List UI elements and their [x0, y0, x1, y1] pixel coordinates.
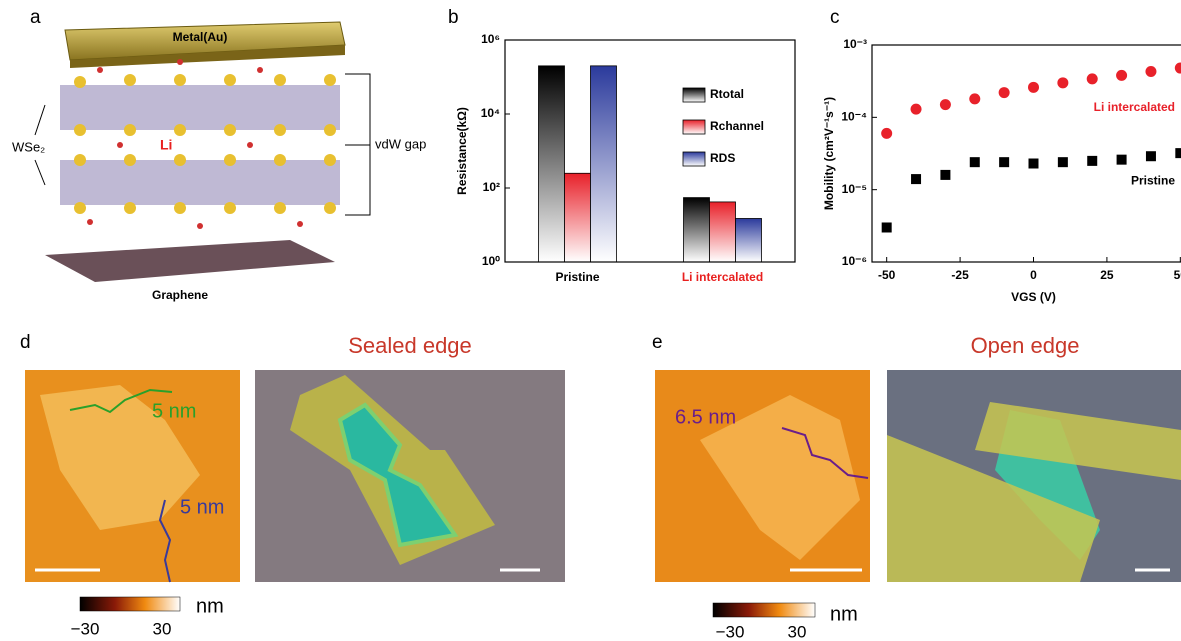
marker — [1057, 77, 1069, 89]
panel-title: Open edge — [971, 333, 1080, 358]
y-axis-label: Resistance(kΩ) — [455, 107, 469, 195]
marker — [1175, 148, 1181, 159]
marker — [1116, 154, 1127, 165]
colorbar-tick: 30 — [153, 619, 172, 638]
legend-label: Rtotal — [710, 87, 744, 101]
marker — [881, 127, 893, 139]
schematic — [34, 21, 371, 282]
legend-label: Rchannel — [710, 119, 764, 133]
marker — [999, 157, 1010, 168]
y-tick-label: 10⁻⁵ — [842, 182, 867, 196]
flake — [337, 402, 459, 548]
marker — [1116, 69, 1128, 81]
colorbar-unit: nm — [830, 603, 858, 625]
marker — [939, 99, 951, 111]
marker — [911, 174, 922, 185]
legend-swatch — [682, 151, 706, 167]
plot-frame — [504, 39, 796, 263]
x-tick-label: 0 — [1030, 268, 1037, 282]
panel-label: d — [20, 332, 31, 353]
y-tick-label: 10⁻⁴ — [841, 110, 867, 124]
legend-swatch — [682, 119, 706, 135]
bar — [590, 65, 617, 263]
electrode — [887, 435, 1100, 582]
panel-label: b — [448, 7, 459, 28]
marker — [1086, 73, 1098, 85]
marker — [1087, 155, 1098, 166]
x-tick-label: -25 — [951, 268, 969, 282]
bar — [538, 65, 565, 263]
step-label: 6.5 nm — [675, 406, 736, 428]
y-tick-label: 10⁰ — [482, 254, 500, 268]
label: Li — [160, 137, 172, 153]
panel-title: Sealed edge — [348, 333, 472, 358]
x-tick-label: -50 — [878, 268, 896, 282]
marker — [1028, 158, 1039, 169]
label: Graphene — [152, 288, 208, 302]
marker — [1145, 66, 1157, 78]
plot-frame — [871, 44, 1181, 263]
bar — [564, 172, 591, 263]
x-tick-label: 50 — [1174, 268, 1181, 282]
panel-label: c — [830, 7, 840, 28]
label: vdW gap — [375, 136, 426, 151]
label: WSe₂ — [12, 139, 45, 154]
colorbar — [712, 602, 816, 618]
panel-label: e — [652, 332, 663, 353]
electrode — [975, 402, 1181, 480]
colorbar-unit: nm — [196, 595, 224, 617]
y-tick-label: 10⁻³ — [843, 37, 867, 51]
bar — [735, 218, 762, 263]
bar — [683, 197, 710, 263]
marker — [1145, 151, 1156, 162]
x-tick-label: Li intercalated — [682, 270, 763, 284]
marker — [969, 157, 980, 168]
marker — [998, 87, 1010, 99]
colorbar-tick: 30 — [788, 622, 807, 641]
marker — [881, 222, 892, 233]
series-label: Pristine — [1131, 173, 1175, 187]
step-label: 5 nm — [180, 496, 224, 518]
colorbar-tick: −30 — [71, 619, 100, 638]
y-tick-label: 10⁻⁶ — [842, 254, 867, 268]
y-axis-label: Mobility (cm²V⁻¹s⁻¹) — [822, 97, 836, 210]
legend-swatch — [682, 87, 706, 103]
marker — [940, 169, 951, 180]
y-tick-label: 10² — [483, 180, 500, 194]
marker — [969, 93, 981, 105]
step-label: 5 nm — [152, 400, 196, 422]
label: Metal(Au) — [173, 30, 228, 44]
y-tick-label: 10⁶ — [481, 32, 500, 46]
bar — [709, 201, 736, 263]
colorbar-tick: −30 — [716, 622, 745, 641]
flake — [700, 395, 860, 560]
x-tick-label: 25 — [1100, 268, 1114, 282]
panel-label: a — [30, 7, 41, 28]
y-tick-label: 10⁴ — [481, 106, 500, 120]
marker — [910, 103, 922, 115]
marker — [1057, 157, 1068, 168]
colorbar — [79, 596, 181, 612]
marker — [1028, 81, 1039, 93]
legend-label: RDS — [710, 151, 735, 165]
series-label: Li intercalated — [1094, 100, 1175, 114]
x-tick-label: Pristine — [555, 270, 599, 284]
x-axis-label: VGS (V) — [1011, 290, 1056, 304]
flake — [40, 385, 200, 530]
marker — [1174, 62, 1181, 74]
